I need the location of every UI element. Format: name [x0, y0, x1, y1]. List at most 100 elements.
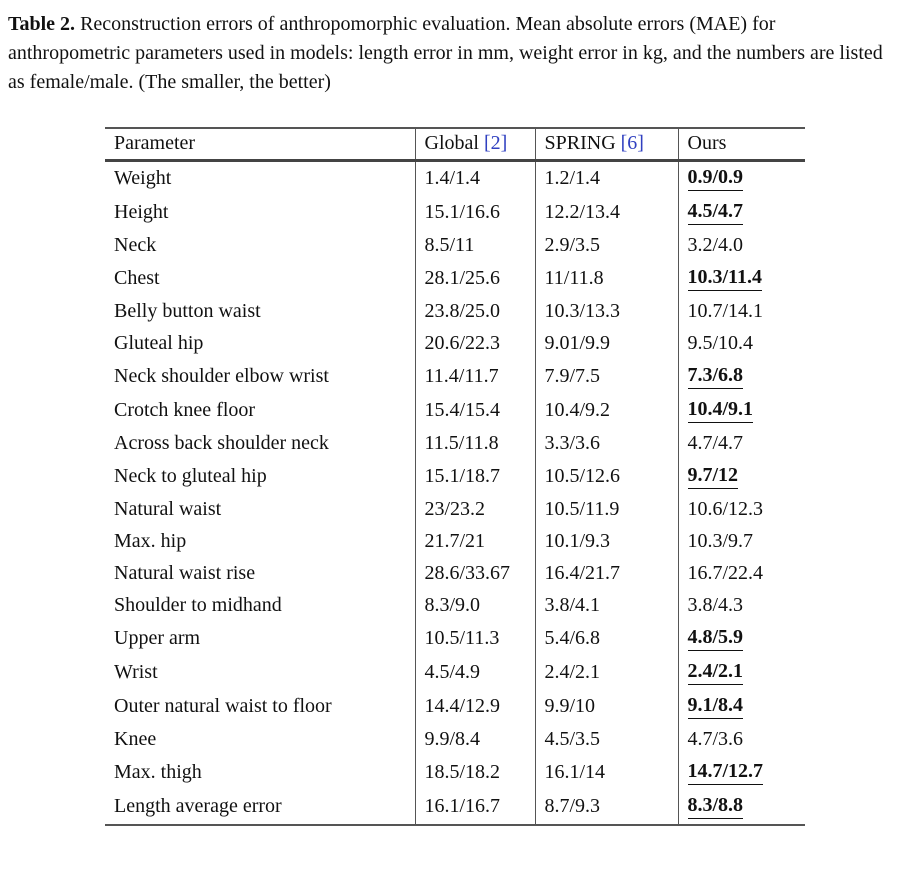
parameter-cell: Wrist	[114, 661, 158, 683]
column-header: SPRING [6]	[534, 128, 678, 161]
table-row: Max. thigh 18.5/18.2 16.1/14 14.7/12.7	[105, 756, 805, 790]
table-body: Weight 1.4/1.4 1.2/1.4 0.9/0.9 Height 15.1/16…	[105, 160, 805, 825]
parameter-cell: Height	[114, 201, 169, 223]
global-cell: 10.5/11.3	[414, 622, 535, 656]
ours-cell: 3.8/4.3	[677, 590, 805, 622]
spring-cell: 3.8/4.1	[534, 590, 678, 622]
ours-cell: 9.1/8.4	[677, 690, 805, 724]
parameter-cell: Natural waist	[114, 498, 222, 520]
column-header: Ours	[677, 128, 805, 161]
parameter-cell: Crotch knee floor	[114, 399, 256, 421]
best-result-value: 9.1/8.4	[687, 694, 744, 719]
spring-cell: 1.2/1.4	[534, 160, 678, 196]
table-row: Natural waist rise 28.6/33.67 16.4/21.7 16.…	[105, 558, 805, 590]
parameter-cell: Weight	[114, 167, 172, 189]
table-row: Shoulder to midhand 8.3/9.0 3.8/4.1 3.8/4.3	[105, 590, 805, 622]
spring-cell: 12.2/13.4	[534, 196, 678, 230]
global-cell: 4.5/4.9	[414, 656, 535, 690]
global-cell: 16.1/16.7	[414, 790, 535, 825]
spring-cell: 9.01/9.9	[534, 328, 678, 360]
table-row: Upper arm 10.5/11.3 5.4/6.8 4.8/5.9	[105, 622, 805, 656]
parameter-cell: Length average error	[114, 795, 282, 817]
table-row: Crotch knee floor 15.4/15.4 10.4/9.2 10.4/9…	[105, 394, 805, 428]
parameter-cell: Gluteal hip	[114, 332, 204, 354]
global-cell: 23.8/25.0	[414, 296, 535, 328]
global-cell: 1.4/1.4	[414, 160, 535, 196]
global-cell: 11.4/11.7	[414, 360, 535, 394]
global-cell: 20.6/22.3	[414, 328, 535, 360]
ours-cell: 10.4/9.1	[677, 394, 805, 428]
citation-link[interactable]: [2]	[483, 132, 508, 154]
global-cell: 23/23.2	[414, 494, 535, 526]
parameter-cell: Belly button waist	[114, 300, 261, 322]
global-cell: 8.5/11	[414, 230, 535, 262]
table-row: Height 15.1/16.6 12.2/13.4 4.5/4.7	[105, 196, 805, 230]
best-result-value: 2.4/2.1	[687, 660, 744, 685]
global-cell: 18.5/18.2	[414, 756, 535, 790]
ours-cell: 4.5/4.7	[677, 196, 805, 230]
spring-cell: 16.4/21.7	[534, 558, 678, 590]
ours-cell: 3.2/4.0	[677, 230, 805, 262]
spring-cell: 8.7/9.3	[534, 790, 678, 825]
ours-cell: 9.7/12	[677, 460, 805, 494]
ours-cell: 4.7/4.7	[677, 428, 805, 460]
ours-cell: 2.4/2.1	[677, 656, 805, 690]
ours-cell: 14.7/12.7	[677, 756, 805, 790]
ours-cell: 16.7/22.4	[677, 558, 805, 590]
column-header: Global [2]	[414, 128, 535, 161]
citation-link[interactable]: [6]	[620, 132, 644, 154]
best-result-value: 14.7/12.7	[687, 760, 764, 785]
spring-cell: 10.5/12.6	[534, 460, 678, 494]
parameter-cell: Outer natural waist to floor	[114, 695, 332, 717]
spring-cell: 10.3/13.3	[534, 296, 678, 328]
parameter-cell: Shoulder to midhand	[114, 594, 282, 616]
results-table: Parameter Global [2] SPRING [6] Ours Weight…	[105, 127, 805, 826]
table-row: Neck 8.5/11 2.9/3.5 3.2/4.0	[105, 230, 805, 262]
column-header-label: Ours	[687, 132, 727, 154]
caption-body: Reconstruction errors of anthropomorphic…	[8, 13, 883, 93]
spring-cell: 7.9/7.5	[534, 360, 678, 394]
global-cell: 15.4/15.4	[414, 394, 535, 428]
best-result-value: 9.7/12	[687, 464, 739, 489]
best-result-value: 8.3/8.8	[687, 794, 744, 819]
global-cell: 21.7/21	[414, 526, 535, 558]
table-row: Wrist 4.5/4.9 2.4/2.1 2.4/2.1	[105, 656, 805, 690]
parameter-cell: Neck	[114, 234, 157, 256]
global-cell: 15.1/18.7	[414, 460, 535, 494]
global-cell: 11.5/11.8	[414, 428, 535, 460]
spring-cell: 4.5/3.5	[534, 724, 678, 756]
spring-cell: 2.4/2.1	[534, 656, 678, 690]
table-wrap: Parameter Global [2] SPRING [6] Ours Weight…	[105, 127, 913, 826]
global-cell: 28.1/25.6	[414, 262, 535, 296]
spring-cell: 3.3/3.6	[534, 428, 678, 460]
parameter-cell: Max. hip	[114, 530, 187, 552]
ours-cell: 4.8/5.9	[677, 622, 805, 656]
parameter-cell: Upper arm	[114, 627, 201, 649]
parameter-cell: Chest	[114, 267, 160, 289]
table-row: Max. hip 21.7/21 10.1/9.3 10.3/9.7	[105, 526, 805, 558]
ours-cell: 7.3/6.8	[677, 360, 805, 394]
spring-cell: 5.4/6.8	[534, 622, 678, 656]
spring-cell: 10.1/9.3	[534, 526, 678, 558]
table-row: Natural waist 23/23.2 10.5/11.9 10.6/12.3	[105, 494, 805, 526]
parameter-cell: Knee	[114, 728, 157, 750]
page: Table 2. Reconstruction errors of anthro…	[8, 13, 913, 826]
column-header-label: SPRING	[544, 132, 621, 154]
ours-cell: 0.9/0.9	[677, 160, 805, 196]
ours-cell: 8.3/8.8	[677, 790, 805, 825]
ours-cell: 10.7/14.1	[677, 296, 805, 328]
table-row: Across back shoulder neck 11.5/11.8 3.3/3.…	[105, 428, 805, 460]
ours-cell: 4.7/3.6	[677, 724, 805, 756]
parameter-cell: Natural waist rise	[114, 562, 256, 584]
table-row: Outer natural waist to floor 14.4/12.9 9.9…	[105, 690, 805, 724]
ours-cell: 10.3/9.7	[677, 526, 805, 558]
best-result-value: 7.3/6.8	[687, 364, 744, 389]
best-result-value: 0.9/0.9	[687, 166, 744, 191]
table-row: Gluteal hip 20.6/22.3 9.01/9.9 9.5/10.4	[105, 328, 805, 360]
table-row: Length average error 16.1/16.7 8.7/9.3 8.3/…	[105, 790, 805, 825]
spring-cell: 10.4/9.2	[534, 394, 678, 428]
ours-cell: 10.3/11.4	[677, 262, 805, 296]
table-row: Weight 1.4/1.4 1.2/1.4 0.9/0.9	[105, 160, 805, 196]
parameter-cell: Neck shoulder elbow wrist	[114, 365, 329, 387]
ours-cell: 9.5/10.4	[677, 328, 805, 360]
